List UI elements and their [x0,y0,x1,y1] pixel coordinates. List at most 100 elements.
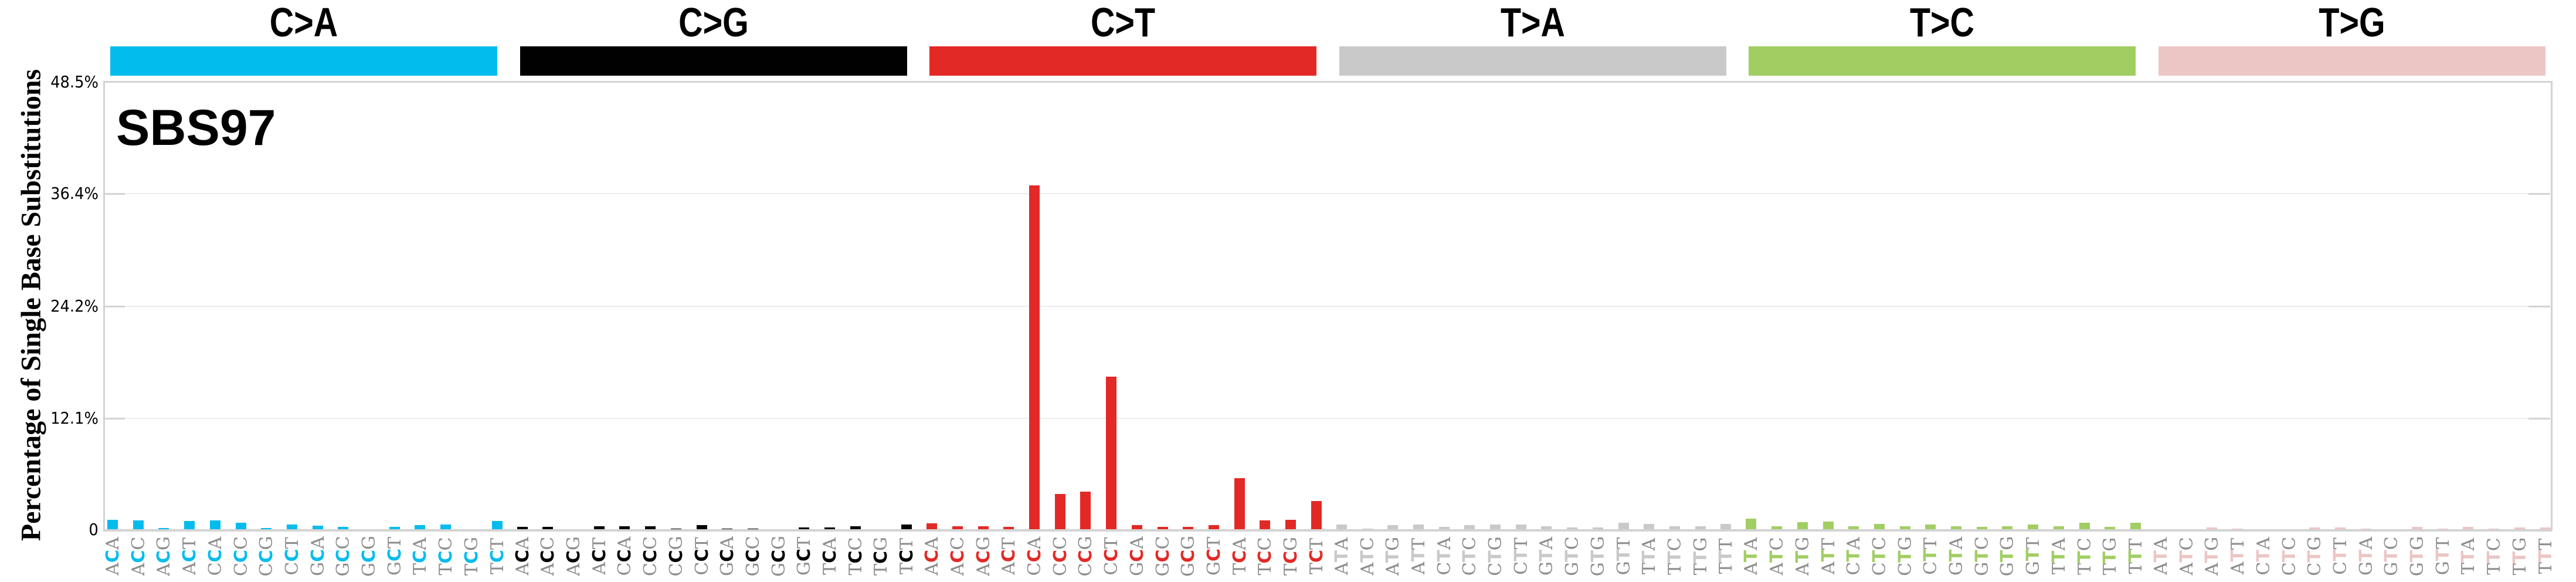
x-tick-label: ACA [512,537,533,576]
bar-act [184,521,195,530]
bar-gca [1131,525,1142,530]
x-tick-label: CCT [1101,537,1122,576]
bar-acc [952,526,963,530]
bar-atc [1362,528,1373,530]
x-tick-label: GCC [742,536,763,577]
bar-atg [1387,525,1399,530]
category-label-ttoa: T>A [1500,0,1565,45]
category-color-bar [110,46,497,76]
x-tick-label: CTT [2330,537,2351,575]
bar-gct [1208,525,1219,530]
x-tick-label: GCT [384,536,405,576]
category-color-bar [1749,46,2136,76]
bar-tca [1234,478,1245,530]
bar-att [2232,528,2244,530]
bar-cta [1848,526,1859,530]
x-tick-label: ACG [564,536,584,576]
bar-gcc [747,528,758,530]
x-tick-label: ACG [154,536,175,576]
gridline [105,306,2549,307]
bar-gtc [1567,527,1578,530]
x-tick-label: GTA [2356,536,2377,576]
bar-act [1003,527,1014,530]
x-tick-label: ACA [103,537,123,576]
x-tick-label: CCC [640,536,661,576]
bar-tct [1311,501,1322,530]
category-color-bar [2158,46,2546,76]
bar-cct [1106,376,1117,530]
x-tick-label: CTC [1460,536,1481,576]
category-color-bar [1339,46,1726,76]
bar-cct [696,525,707,530]
bar-ctt [2334,527,2346,530]
y-tick-label: 48.5% [50,72,99,92]
bar-tcg [1285,519,1296,530]
bar-tca [824,527,835,530]
bar-acg [158,528,169,530]
bar-gta [1541,526,1552,530]
x-tick-label: TCA [820,537,840,575]
x-tick-label: TTT [2535,538,2556,574]
bar-ata [1746,519,1757,530]
bar-gtt [2437,528,2448,530]
bar-ctt [1925,524,1936,530]
bar-ttg [2514,527,2525,530]
signature-title: SBS97 [116,100,276,156]
x-tick-label: GTG [1997,536,2018,577]
bar-tta [1644,523,1655,530]
x-tick-label: GCT [1203,536,1224,576]
x-tick-label: GTT [2432,537,2453,576]
x-tick-label: CTG [1895,536,1916,576]
bar-cct [286,524,297,530]
x-tick-label: TTA [2048,537,2069,575]
x-tick-label: GCT [794,536,815,576]
x-tick-label: ATC [1357,537,1378,576]
tick-mark [2529,417,2550,419]
x-tick-label: TCT [487,537,508,575]
x-tick-label: GCG [768,536,789,577]
x-tick-label: TCG [871,536,892,576]
x-tick-label: GTA [1536,536,1557,576]
category-color-bar [929,46,1317,76]
x-tick-label: TTA [2458,537,2479,575]
gridline [105,193,2549,195]
x-tick-label: GTC [1562,536,1583,576]
x-tick-label: CTG [1485,536,1506,576]
x-tick-label: ATG [1792,536,1813,576]
x-tick-label: GCC [333,536,354,577]
x-tick-label: ATT [1818,537,1839,575]
bar-ttt [2130,523,2141,530]
x-tick-label: CTA [1844,537,1865,576]
bar-atg [1797,522,1808,530]
x-tick-label: ATT [1408,537,1429,575]
bar-ccg [1080,492,1091,530]
x-tick-label: CTA [2253,537,2274,576]
x-tick-label: TTA [1639,537,1660,575]
x-tick-label: CTC [2279,536,2300,576]
x-tick-label: ACT [179,537,201,575]
bar-att [1413,524,1424,530]
x-tick-label: ATG [1383,536,1404,576]
x-tick-label: GCA [1126,536,1148,576]
bar-gtg [2412,526,2422,530]
bar-cta [1438,526,1450,530]
bar-tta [2463,526,2474,530]
gridline [105,417,2549,419]
bar-cca [1029,185,1040,530]
bar-tct [491,521,503,530]
x-tick-label: ATA [2151,537,2171,575]
x-tick-label: CCG [256,536,277,577]
bar-ttc [1669,526,1680,530]
bar-tca [415,525,426,530]
x-tick-label: TTC [1664,537,1685,575]
bar-gcc [338,526,349,530]
bar-ttg [1695,526,1706,530]
x-tick-label: ATA [1741,537,1762,575]
x-tick-label: CCG [666,536,687,577]
x-tick-label: TCC [1255,537,1276,576]
x-tick-label: GCG [359,536,379,577]
x-tick-label: ATT [2228,537,2249,575]
bar-tcc [440,524,452,530]
bar-ttc [2079,523,2090,530]
bar-ccc [235,523,246,530]
